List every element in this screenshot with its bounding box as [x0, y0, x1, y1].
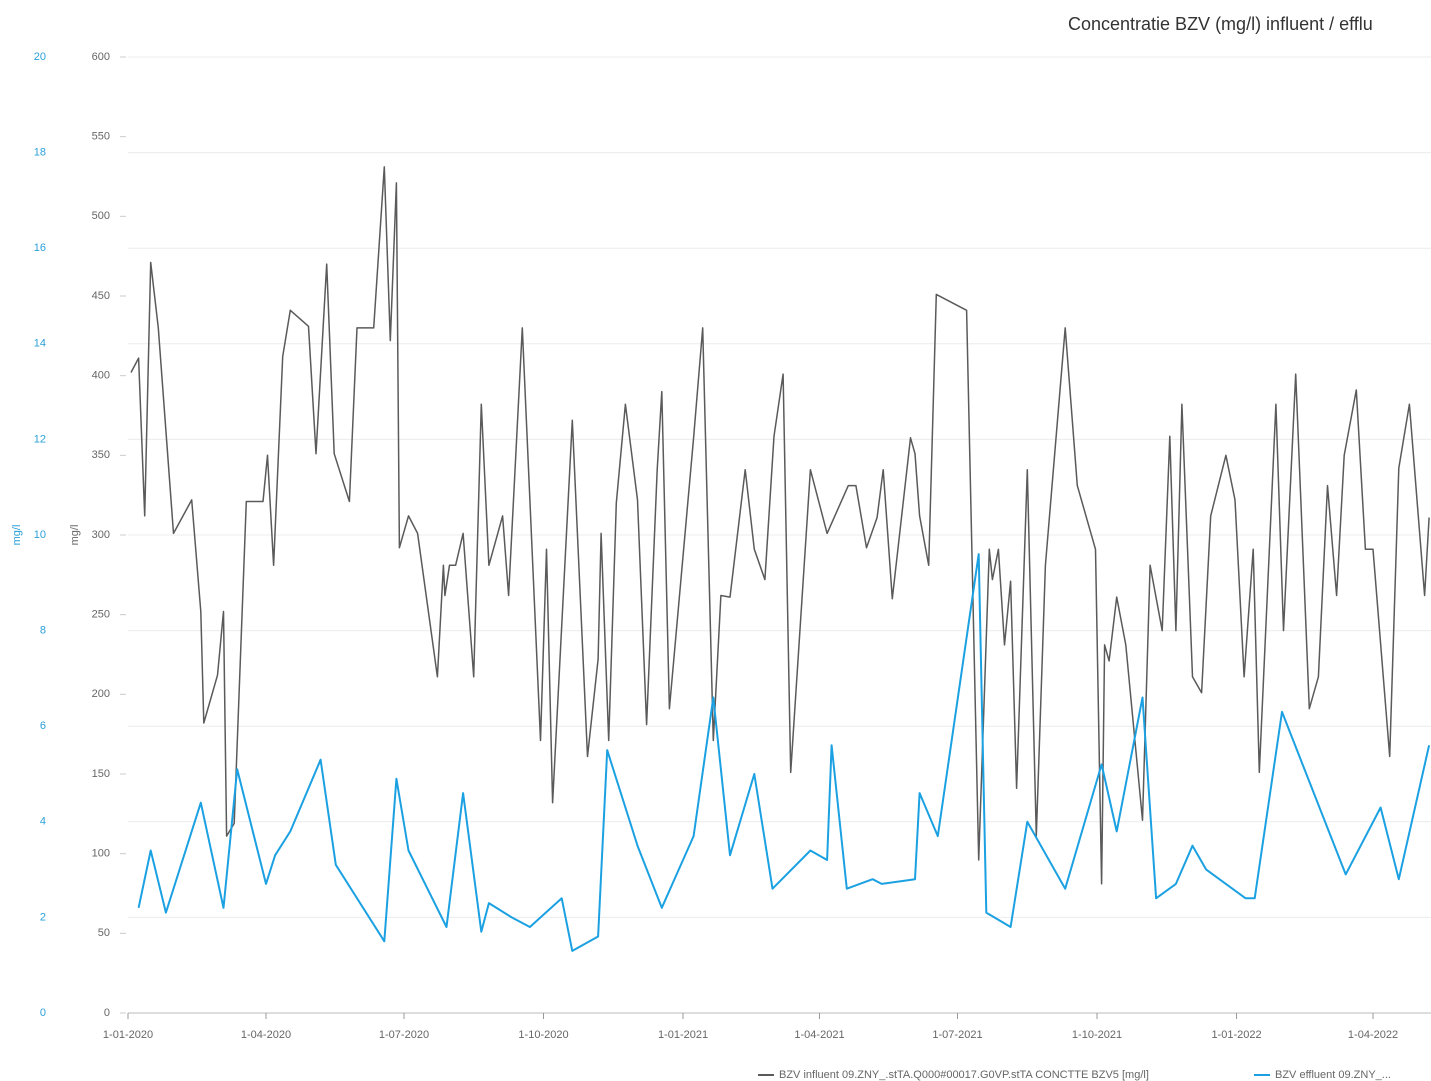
y2-tick-label: 10: [34, 529, 46, 541]
x-tick-label: 1-07-2021: [932, 1029, 982, 1041]
x-tick-label: 1-04-2020: [241, 1029, 291, 1041]
y-tick-label: 50: [98, 927, 110, 939]
legend-label: BZV influent 09.ZNY_.stTA.Q000#00017.G0V…: [779, 1069, 1149, 1081]
y2-tick-label: 2: [40, 911, 46, 923]
y-tick-label: 450: [92, 290, 110, 302]
y2-tick-label: 8: [40, 625, 46, 637]
plot-area: [130, 166, 1431, 952]
grid: [128, 56, 1431, 1014]
y-tick-label: 600: [92, 51, 110, 63]
y2-axis-label: mg/l: [11, 525, 23, 546]
y2-tick-label: 18: [34, 147, 46, 159]
x-tick-label: 1-10-2021: [1072, 1029, 1122, 1041]
y-tick-label: 300: [92, 529, 110, 541]
x-tick-label: 1-10-2020: [518, 1029, 568, 1041]
x-tick-label: 1-01-2022: [1211, 1029, 1261, 1041]
y2-tick-label: 4: [40, 816, 46, 828]
y-tick-label: 500: [92, 210, 110, 222]
y-tick-label: 350: [92, 449, 110, 461]
y2-tick-label: 6: [40, 720, 46, 732]
x-tick-label: 1-04-2022: [1348, 1029, 1398, 1041]
y-tick-label: 150: [92, 768, 110, 780]
y-tick-label: 0: [104, 1007, 110, 1019]
chart-title: Concentratie BZV (mg/l) influent / efflu: [1068, 14, 1373, 34]
x-tick-label: 1-01-2021: [658, 1029, 708, 1041]
y2-tick-label: 12: [34, 433, 46, 445]
y2-tick-label: 20: [34, 51, 46, 63]
data-line: [130, 166, 1430, 885]
x-tick-label: 1-04-2021: [794, 1029, 844, 1041]
legend-label: BZV effluent 09.ZNY_...: [1275, 1069, 1391, 1081]
y-tick-label: 100: [92, 848, 110, 860]
data-line: [137, 553, 1431, 952]
y-tick-label: 250: [92, 609, 110, 621]
y2-tick-label: 14: [34, 338, 46, 350]
y2-tick-label: 16: [34, 242, 46, 254]
y-tick-label: 200: [92, 688, 110, 700]
y-axis-label: mg/l: [69, 525, 81, 546]
x-tick-label: 1-01-2020: [103, 1029, 153, 1041]
axes: 0246810121416182005010015020025030035040…: [34, 51, 1431, 1081]
x-tick-label: 1-07-2020: [379, 1029, 429, 1041]
y-tick-label: 550: [92, 131, 110, 143]
y2-tick-label: 0: [40, 1007, 46, 1019]
y-tick-label: 400: [92, 370, 110, 382]
